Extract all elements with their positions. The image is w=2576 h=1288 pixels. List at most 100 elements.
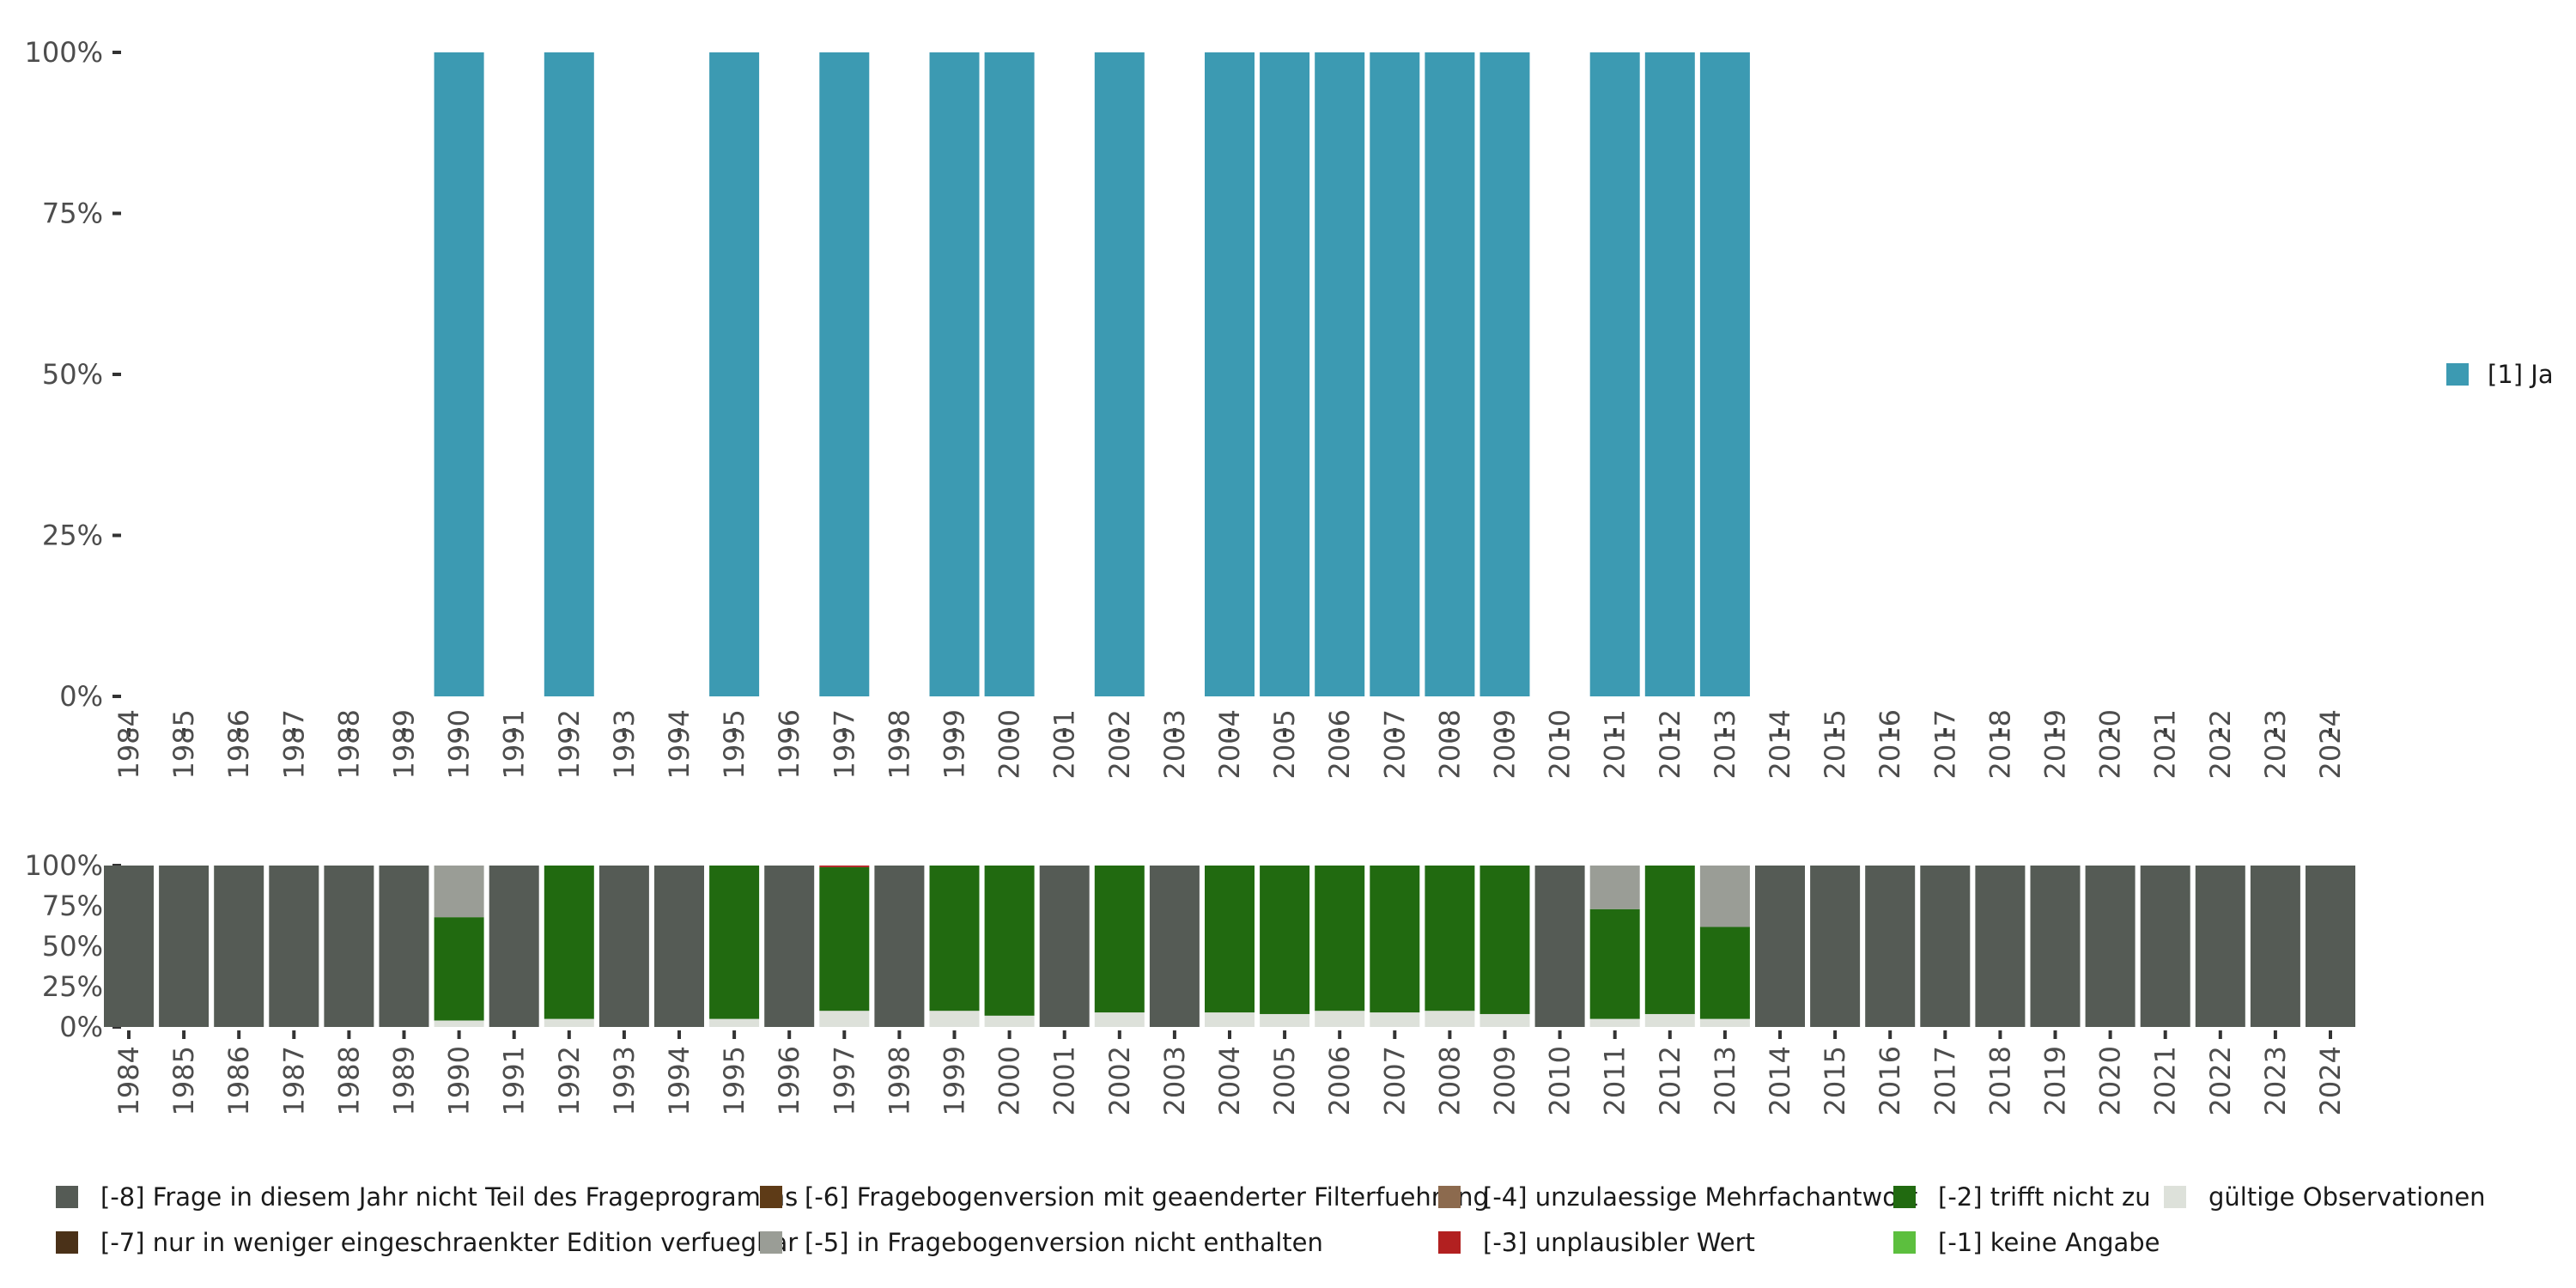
bar xyxy=(1260,866,1310,1014)
x-tick-label: 2001 xyxy=(1048,709,1081,779)
bar xyxy=(434,1020,484,1027)
bar xyxy=(1975,866,2026,1027)
x-tick-label: 2003 xyxy=(1158,709,1191,779)
x-tick-label: 1999 xyxy=(939,1046,971,1115)
x-tick-label: 1989 xyxy=(388,709,421,779)
legend-label: [-6] Fragebogenversion mit geaenderter F… xyxy=(805,1182,1489,1212)
bar xyxy=(544,1018,594,1027)
y-tick-label: 75% xyxy=(42,197,103,230)
x-tick-label: 2009 xyxy=(1489,709,1522,779)
bar xyxy=(1094,866,1145,1013)
x-tick-label: 2018 xyxy=(1984,709,2016,779)
x-tick-label: 2017 xyxy=(1929,709,1961,779)
x-tick-label: 2002 xyxy=(1103,1046,1136,1115)
bar xyxy=(214,866,264,1027)
x-tick-label: 2020 xyxy=(2094,709,2127,779)
legend-key xyxy=(760,1231,782,1254)
bar xyxy=(1260,52,1310,696)
x-tick-label: 2023 xyxy=(2259,1046,2292,1115)
x-tick-label: 2005 xyxy=(1268,709,1301,779)
x-tick-label: 2016 xyxy=(1874,709,1906,779)
bar xyxy=(2250,866,2300,1027)
bar xyxy=(2306,866,2355,1027)
x-tick-label: 2021 xyxy=(2149,1046,2182,1115)
legend-label: [-4] unzulaessige Mehrfachantwort xyxy=(1483,1182,1917,1212)
bar xyxy=(489,866,539,1027)
x-tick-label: 1994 xyxy=(663,709,696,779)
x-tick-label: 1987 xyxy=(277,709,310,779)
x-tick-label: 1996 xyxy=(773,709,805,779)
bar xyxy=(764,866,815,1027)
bar xyxy=(2030,866,2081,1027)
bar xyxy=(709,52,760,696)
x-tick-label: 2008 xyxy=(1433,709,1466,779)
y-tick-label: 25% xyxy=(42,970,103,1003)
x-tick-label: 1990 xyxy=(443,1046,476,1115)
x-tick-label: 1993 xyxy=(608,1046,641,1115)
x-tick-label: 2004 xyxy=(1213,1046,1246,1115)
x-tick-label: 2007 xyxy=(1378,709,1411,779)
bar xyxy=(1589,1018,1640,1027)
bar xyxy=(159,866,210,1027)
bar xyxy=(2140,866,2190,1027)
x-tick-label: 1988 xyxy=(332,709,365,779)
bar xyxy=(1589,866,1640,909)
bar xyxy=(1699,927,1750,1019)
y-tick-label: 50% xyxy=(42,358,103,391)
legend-key xyxy=(56,1231,78,1254)
x-tick-label: 1998 xyxy=(883,709,915,779)
x-tick-label: 2012 xyxy=(1654,1046,1686,1115)
x-tick-label: 1992 xyxy=(553,709,586,779)
legend-key xyxy=(1438,1186,1461,1208)
y-tick-label: 100% xyxy=(25,36,103,69)
bar xyxy=(104,866,154,1027)
bar xyxy=(1039,866,1090,1027)
bar xyxy=(929,866,980,1012)
y-tick-label: 50% xyxy=(42,930,103,963)
x-tick-label: 2015 xyxy=(1819,709,1851,779)
x-tick-label: 2006 xyxy=(1323,1046,1356,1115)
x-tick-label: 1993 xyxy=(608,709,641,779)
x-tick-label: 1984 xyxy=(112,709,145,779)
bar xyxy=(1534,866,1585,1027)
x-tick-label: 2024 xyxy=(2314,709,2347,779)
bar xyxy=(984,52,1035,696)
bar xyxy=(929,52,980,696)
x-tick-label: 1999 xyxy=(939,709,971,779)
legend-key xyxy=(2164,1186,2186,1208)
x-tick-label: 1991 xyxy=(498,1046,531,1115)
bar xyxy=(1094,1012,1145,1027)
x-tick-label: 1994 xyxy=(663,1046,696,1115)
x-tick-label: 2022 xyxy=(2204,709,2237,779)
bar xyxy=(1094,52,1145,696)
bottom-legend: [-8] Frage in diesem Jahr nicht Teil des… xyxy=(56,1182,2486,1257)
bar xyxy=(984,866,1035,1016)
bar xyxy=(434,866,484,918)
x-tick-label: 1996 xyxy=(773,1046,805,1115)
bar xyxy=(984,1015,1035,1027)
bar xyxy=(819,1011,870,1027)
x-tick-label: 2014 xyxy=(1764,709,1796,779)
legend-label: [-2] trifft nicht zu xyxy=(1938,1182,2151,1212)
x-tick-label: 1991 xyxy=(498,709,531,779)
x-tick-label: 1985 xyxy=(167,709,200,779)
legend-label: gültige Observationen xyxy=(2208,1182,2486,1212)
bar xyxy=(544,866,594,1019)
bar xyxy=(1425,866,1475,1012)
y-tick-label: 0% xyxy=(59,680,103,713)
x-tick-label: 1998 xyxy=(883,1046,915,1115)
x-tick-label: 2005 xyxy=(1268,1046,1301,1115)
bar xyxy=(1370,866,1420,1013)
bar xyxy=(1644,1013,1695,1027)
bar xyxy=(2085,866,2136,1027)
bar xyxy=(269,866,319,1027)
bar xyxy=(819,52,870,696)
bar xyxy=(1699,1018,1750,1027)
bar xyxy=(929,1011,980,1027)
bar xyxy=(654,866,704,1027)
top-chart: 0% 25% 50% 75% 100% 1984 1985 1986 1987 1988 1989 1… xyxy=(25,36,2347,779)
x-tick-label: 2009 xyxy=(1489,1046,1522,1115)
x-tick-label: 2011 xyxy=(1599,1046,1631,1115)
bar xyxy=(819,866,870,867)
x-tick-label: 2015 xyxy=(1819,1046,1851,1115)
